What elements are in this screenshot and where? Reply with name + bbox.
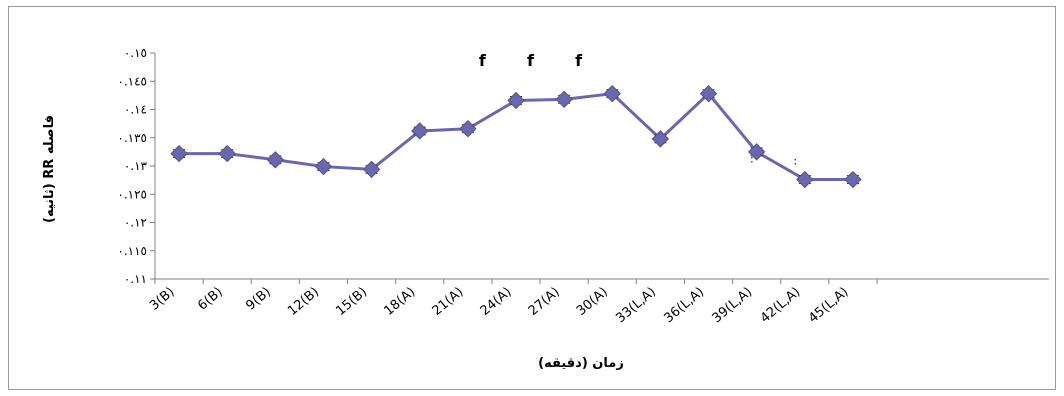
y-tick-label: ٠.١٢ bbox=[124, 216, 147, 230]
data-point bbox=[459, 120, 477, 138]
y-tick-label: ٠.١١ bbox=[124, 272, 147, 286]
data-point bbox=[507, 91, 525, 110]
x-tick-label: 30(A) bbox=[574, 285, 611, 319]
x-tick-label: 42(L,A) bbox=[758, 285, 804, 327]
x-tick-label: 24(A) bbox=[478, 285, 515, 319]
x-tick-label: 3(B) bbox=[147, 285, 178, 314]
y-tick-label: ٠.١١٥ bbox=[117, 244, 147, 258]
data-point bbox=[796, 170, 814, 189]
x-tick-label: 36(L,A) bbox=[661, 285, 707, 327]
x-tick-label: 9(B) bbox=[243, 285, 274, 314]
y-tick-label: ٠.١٣٥ bbox=[117, 131, 147, 145]
data-point bbox=[747, 143, 766, 161]
x-tick-label: 39(L,A) bbox=[710, 285, 756, 327]
data-point bbox=[411, 122, 429, 140]
data-point bbox=[844, 170, 862, 189]
y-tick-label: ٠.١٢٥ bbox=[117, 187, 147, 201]
x-tick-label: 33(L,A) bbox=[613, 285, 659, 327]
x-tick-label: 27(A) bbox=[526, 285, 563, 319]
data-point bbox=[699, 84, 718, 103]
x-axis-ticks: 3(B) 6(B) 9(B) 12(B) 15(B) 18(A) 21(A) 24(A) 27(… bbox=[147, 279, 878, 327]
y-axis-title: فاصله RR (ثانیه) bbox=[42, 115, 57, 223]
y-tick-label: ٠.١٣ bbox=[124, 159, 148, 173]
x-axis-title: زمان (دقیقه) bbox=[538, 356, 624, 371]
x-tick-label: 6(B) bbox=[195, 285, 226, 314]
annotation-mark: : bbox=[793, 154, 797, 167]
x-tick-label: 45(L,A) bbox=[806, 285, 852, 327]
y-tick-label: ٠.١٤ bbox=[124, 103, 147, 117]
x-tick-label: 12(B) bbox=[285, 285, 322, 319]
annotation-mark: : bbox=[750, 153, 754, 166]
annotation-label: f bbox=[527, 51, 535, 70]
y-tick-label: ٠.١٥ bbox=[124, 46, 147, 60]
x-tick-label: 21(A) bbox=[430, 285, 467, 319]
annotation-label: f bbox=[575, 51, 583, 70]
x-tick-label: 15(B) bbox=[333, 285, 370, 319]
series bbox=[170, 84, 862, 189]
data-point bbox=[314, 157, 333, 176]
data-point bbox=[603, 84, 621, 103]
line-chart: ٠.١١ ٠.١١٥ ٠.١٢ ٠.١٢٥ ٠.١٣ ٠.١٣٥ ٠.١٤ ٠.١٤٥ ٠.١٥… bbox=[42, 46, 1049, 371]
annotations: f f f:: bbox=[479, 51, 797, 167]
data-point bbox=[362, 160, 381, 179]
axes bbox=[154, 53, 1049, 280]
annotation-label: f bbox=[479, 51, 487, 70]
data-point bbox=[218, 144, 236, 163]
x-tick-label: 18(A) bbox=[381, 285, 418, 319]
y-tick-label: ٠.١٤٥ bbox=[117, 74, 147, 88]
data-point bbox=[651, 130, 670, 148]
chart-frame: ٠.١١ ٠.١١٥ ٠.١٢ ٠.١٢٥ ٠.١٣ ٠.١٣٥ ٠.١٤ ٠.١٤٥ ٠.١٥… bbox=[8, 6, 1056, 390]
y-axis-ticks: ٠.١١ ٠.١١٥ ٠.١٢ ٠.١٢٥ ٠.١٣ ٠.١٣٥ ٠.١٤ ٠.١٤٥ ٠.١٥ bbox=[117, 46, 155, 286]
data-point bbox=[266, 151, 285, 169]
data-point bbox=[170, 144, 188, 163]
data-point bbox=[555, 90, 573, 109]
